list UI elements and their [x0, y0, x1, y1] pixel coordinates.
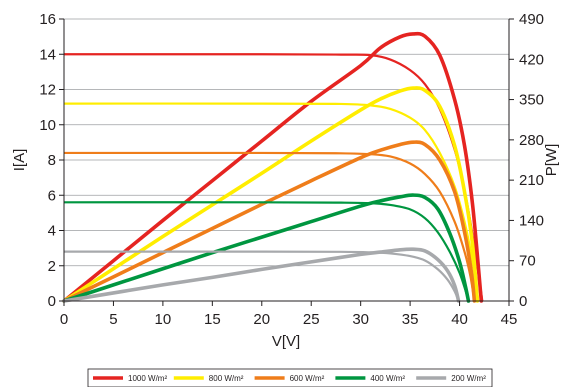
legend-label-0: 1000 W/m²: [128, 374, 167, 383]
series-1: [62, 86, 480, 303]
x-tick-label-0: 0: [60, 311, 68, 328]
x-tick-label-5: 5: [109, 311, 117, 328]
tick-labels: 0 5 10 15 20 25 30 35 40 450246810121416070140210…: [39, 11, 544, 328]
iv-curve-3: [63, 201, 470, 302]
y-axis-label: I[A]: [11, 149, 28, 172]
legend: 1000 W/m² 800 W/m² 600 W/m² 400 W/m² 200 W/m…: [87, 368, 493, 388]
series-2: [62, 140, 477, 303]
x-tick-label-15: 15: [204, 311, 221, 328]
y2-tick-label-420: 420: [519, 51, 544, 68]
legend-label-3: 400 W/m²: [370, 374, 405, 383]
y-tick-label-16: 16: [39, 11, 56, 28]
x-axis-label: V[V]: [272, 333, 300, 350]
x-tick-label-40: 40: [451, 311, 468, 328]
y2-tick-label-140: 140: [519, 212, 544, 229]
iv-curve-4: [63, 250, 460, 302]
pv-curve-4: [62, 247, 461, 303]
y-tick-label-2: 2: [48, 258, 56, 275]
x-tick-label-30: 30: [352, 311, 369, 328]
x-tick-label-20: 20: [253, 311, 270, 328]
y2-tick-label-0: 0: [519, 293, 527, 310]
x-tick-label-45: 45: [501, 311, 518, 328]
pv-curve-1: [62, 86, 480, 303]
series-lines: [62, 31, 484, 303]
legend-label-4: 200 W/m²: [451, 374, 486, 383]
y2-tick-label-70: 70: [519, 253, 536, 270]
x-tick-label-35: 35: [402, 311, 419, 328]
axes: [59, 18, 514, 306]
y2-tick-label-490: 490: [519, 11, 544, 28]
x-tick-label-10: 10: [155, 311, 172, 328]
y-tick-label-14: 14: [39, 46, 56, 63]
pv-curve-3: [62, 193, 471, 303]
y2-tick-label-210: 210: [519, 172, 544, 189]
pv-curve-0: [62, 31, 484, 303]
y-tick-label-10: 10: [39, 117, 56, 134]
y-tick-label-4: 4: [48, 223, 56, 240]
x-tick-label-25: 25: [303, 311, 320, 328]
y2-tick-label-350: 350: [519, 92, 544, 109]
y-tick-label-0: 0: [48, 293, 56, 310]
y-tick-label-12: 12: [39, 82, 56, 99]
iv-curve-1: [63, 102, 480, 302]
series-3: [62, 193, 471, 303]
y-tick-label-8: 8: [48, 152, 56, 169]
iv-curve-0: [63, 53, 484, 302]
legend-label-1: 800 W/m²: [209, 374, 244, 383]
y-tick-label-6: 6: [48, 187, 56, 204]
y2-tick-label-280: 280: [519, 132, 544, 149]
series-4: [62, 247, 461, 303]
pv-curve-2: [62, 140, 477, 303]
legend-label-2: 600 W/m²: [290, 374, 325, 383]
y2-axis-label: P[W]: [543, 144, 560, 177]
iv-curve-2: [63, 151, 476, 302]
